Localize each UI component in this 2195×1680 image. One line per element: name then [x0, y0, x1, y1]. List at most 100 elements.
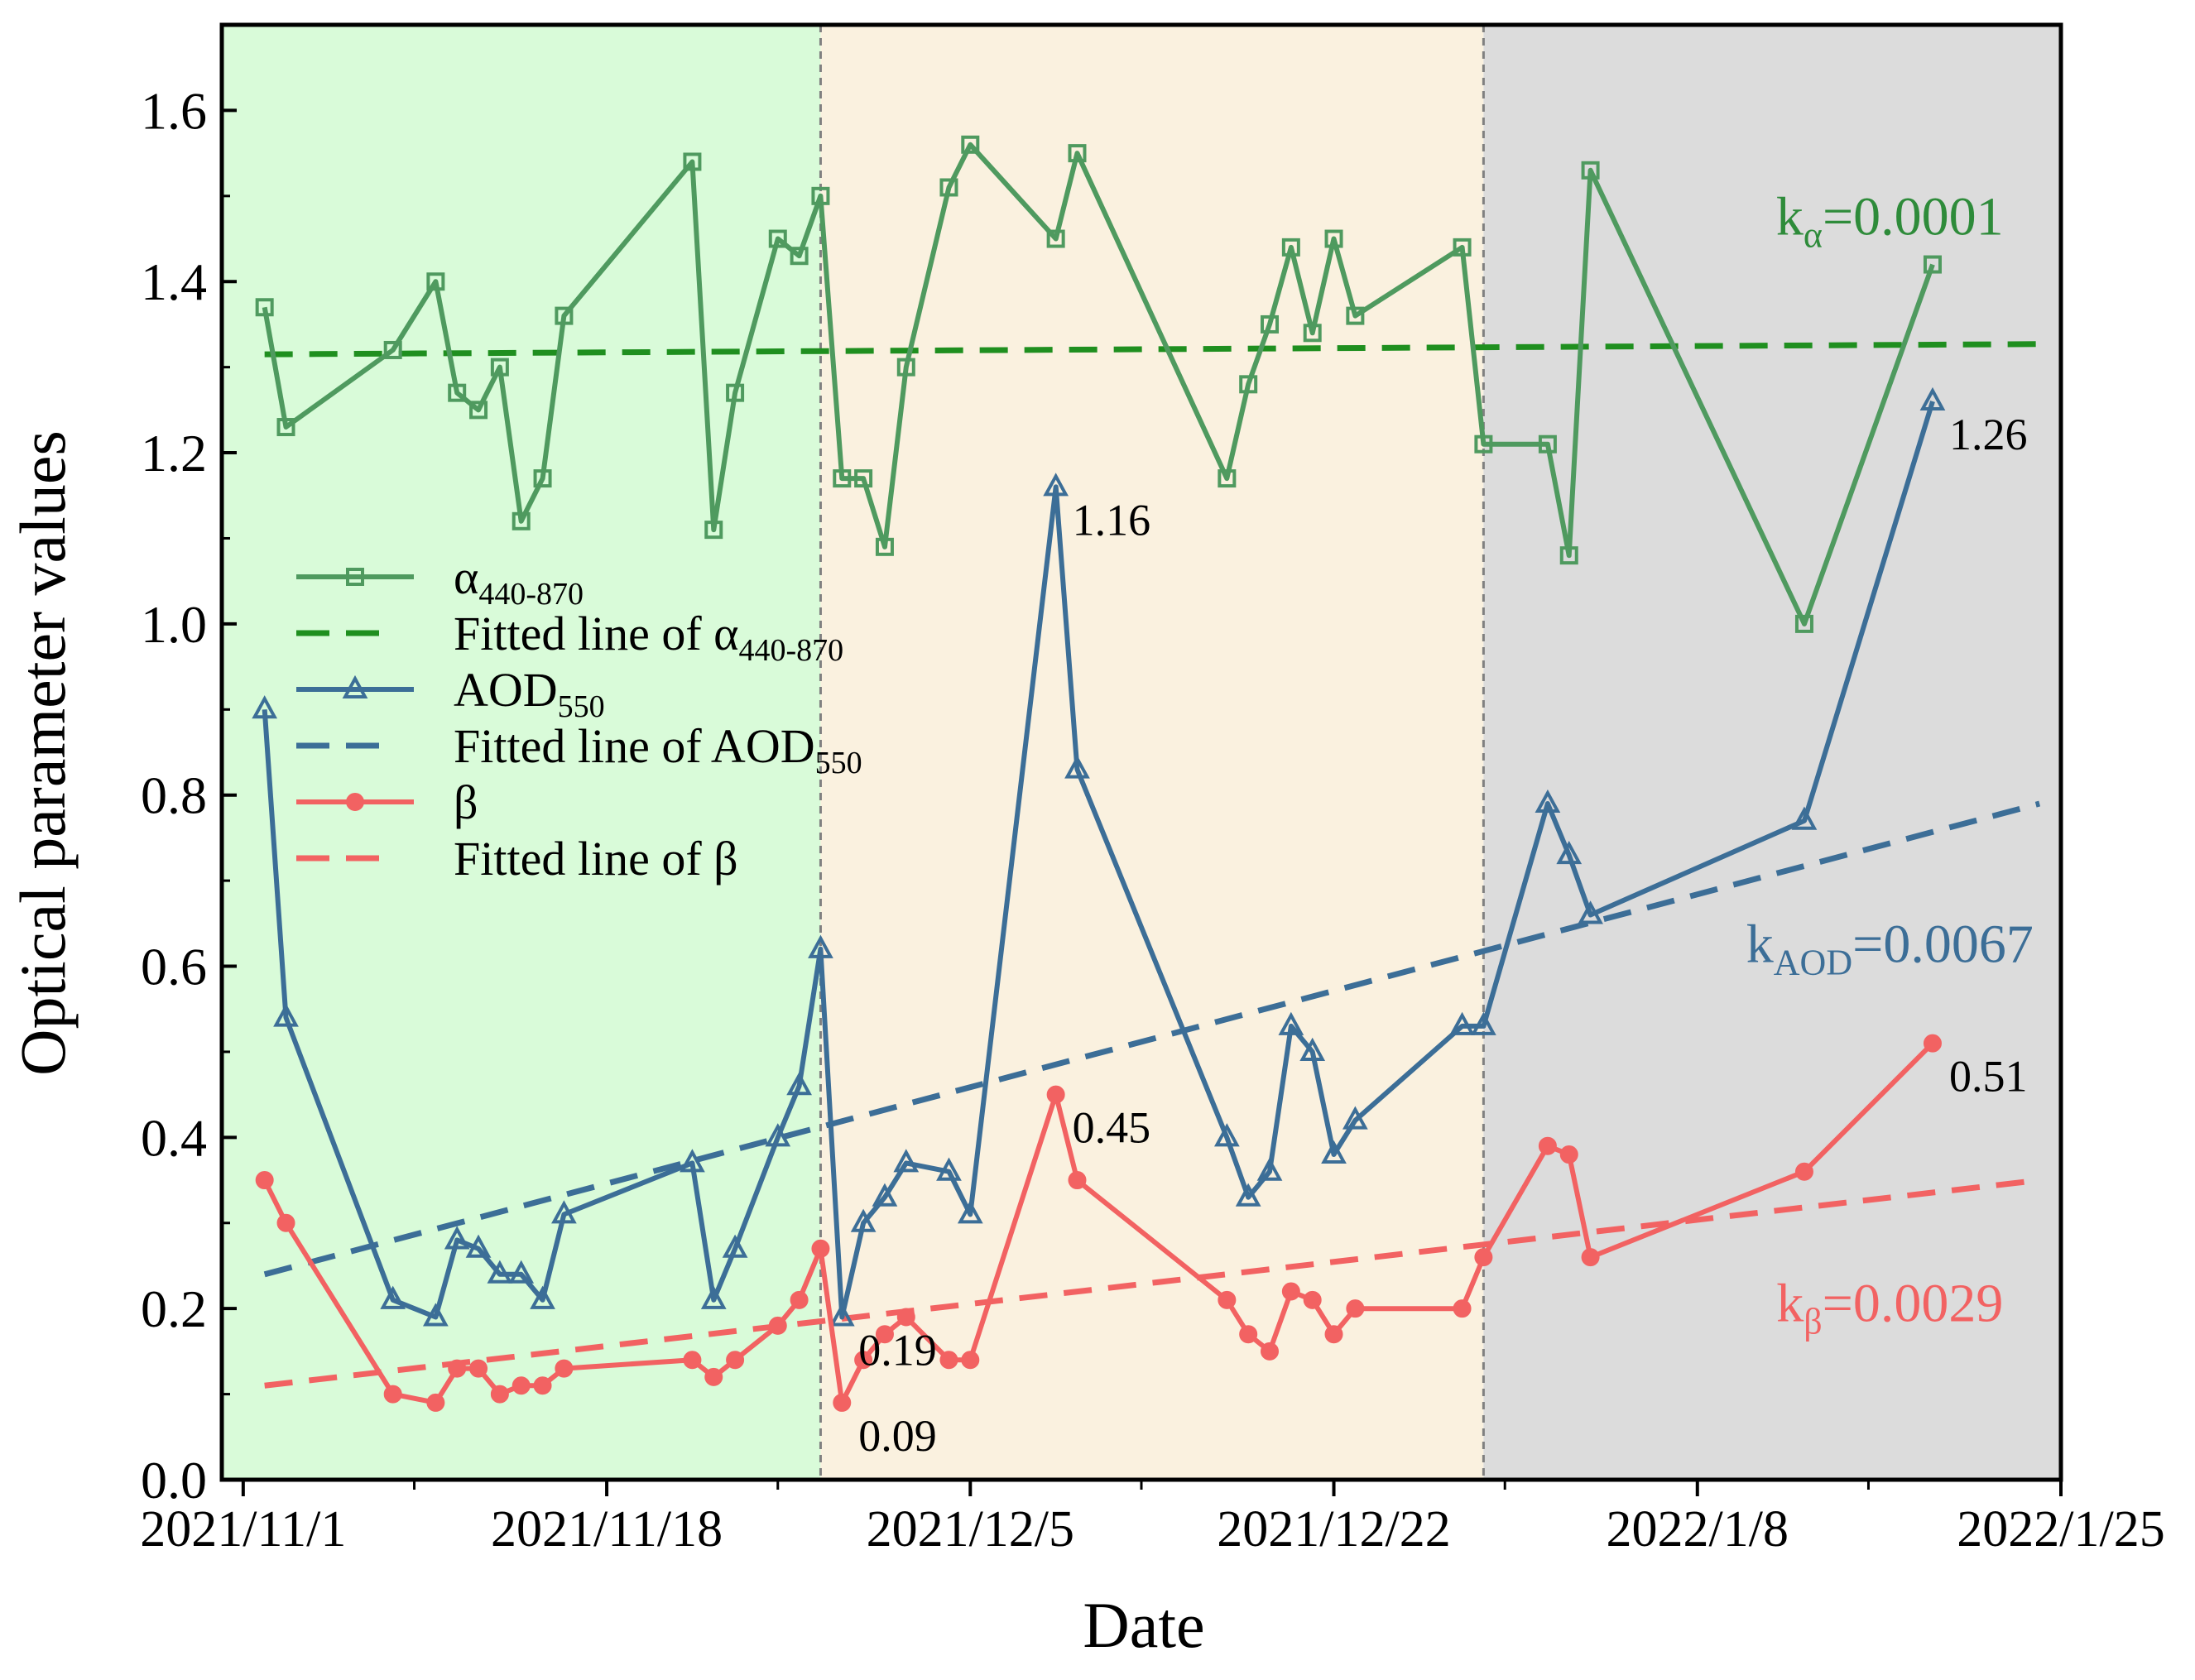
legend-item-5: β	[296, 775, 478, 829]
data-point	[1324, 1325, 1343, 1344]
data-point	[1068, 1171, 1087, 1190]
series-3	[255, 1034, 1942, 1412]
data-point	[1299, 1037, 1326, 1061]
point-labels: 1.16 1.26 0.19 0.45 0.51 0.09	[858, 410, 2027, 1461]
y-tick-label: 1.6	[141, 81, 207, 140]
data-point	[1239, 375, 1258, 394]
legend-label: Fitted line of α440-870	[454, 607, 843, 668]
data-point	[1923, 255, 1942, 274]
data-point	[383, 1385, 402, 1404]
y-tick-label: 0.4	[141, 1108, 207, 1167]
data-point	[854, 469, 873, 488]
data-point	[1581, 1248, 1600, 1267]
data-point	[252, 695, 278, 719]
data-point	[273, 1003, 299, 1027]
data-point	[704, 521, 723, 540]
data-point	[1239, 1325, 1258, 1344]
data-point	[875, 537, 894, 556]
data-point	[683, 152, 702, 171]
data-point	[961, 135, 980, 154]
data-point	[1538, 1136, 1557, 1155]
point-label-2: 1.26	[1949, 410, 2028, 459]
data-point	[1346, 306, 1365, 325]
data-point	[555, 306, 574, 325]
data-point	[512, 511, 531, 530]
slope-annotation-2: kAOD=0.0067	[1746, 914, 2034, 982]
x-tick-label: 2021/11/18	[491, 1501, 723, 1558]
data-point	[255, 298, 274, 317]
data-point	[829, 1303, 855, 1327]
point-label-1: 1.16	[1073, 495, 1151, 545]
y-tick-label: 0.8	[141, 766, 207, 825]
data-point	[1453, 238, 1472, 257]
data-point	[1218, 1290, 1237, 1309]
slope-annotation-1: kα=0.0001	[1776, 186, 2004, 255]
data-point	[1581, 161, 1600, 180]
point-label-3: 0.19	[858, 1326, 937, 1375]
data-point	[255, 1171, 274, 1190]
data-point	[1578, 900, 1603, 924]
data-point	[1556, 840, 1583, 865]
data-point	[833, 1393, 852, 1412]
legend-label: β	[454, 775, 478, 829]
data-point	[1303, 324, 1322, 343]
data-point	[893, 1149, 920, 1173]
legend-item-4: Fitted line of AOD550	[296, 719, 862, 780]
legend-label: α440-870	[454, 550, 584, 612]
data-point	[722, 1234, 748, 1258]
data-point	[961, 1351, 980, 1370]
data-point	[448, 383, 467, 402]
data-point	[939, 178, 958, 197]
data-point	[1278, 1011, 1304, 1035]
data-point	[768, 229, 787, 248]
legend-item-3: AOD550	[296, 663, 605, 724]
y-axis-title: Optical parameter values	[7, 430, 79, 1076]
data-point	[1213, 1123, 1240, 1147]
data-point	[465, 1234, 492, 1258]
data-point	[533, 1376, 552, 1395]
data-point	[1261, 1342, 1280, 1361]
data-point	[683, 1351, 702, 1370]
data-point	[1068, 144, 1087, 163]
data-point	[512, 1376, 531, 1395]
legend-item-1: α440-870	[296, 550, 584, 612]
data-point	[811, 1239, 830, 1258]
legend-item-6: Fitted line of β	[296, 832, 738, 886]
data-point	[383, 340, 402, 359]
data-point	[1453, 1299, 1472, 1318]
data-point	[1321, 1140, 1347, 1164]
data-point	[704, 1367, 723, 1386]
data-point	[1794, 614, 1813, 633]
data-point	[448, 1359, 467, 1378]
data-point	[936, 1157, 962, 1181]
data-point	[1235, 1183, 1261, 1207]
x-tick-label: 2021/11/1	[140, 1501, 346, 1558]
data-point	[426, 1393, 445, 1412]
data-point	[1346, 1299, 1365, 1318]
data-point	[1281, 1282, 1300, 1301]
legend-label: Fitted line of AOD550	[454, 719, 862, 780]
data-point	[533, 469, 552, 488]
y-tick-label: 0.6	[141, 938, 207, 996]
data-point	[1046, 1085, 1065, 1104]
y-tick-label: 1.2	[141, 424, 207, 482]
data-point	[1046, 229, 1065, 248]
y-tick-label: 0.0	[141, 1451, 207, 1510]
point-label-6: 0.09	[858, 1411, 937, 1461]
data-point	[426, 272, 445, 291]
period-background-3	[1483, 25, 2061, 1480]
x-tick-label: 2021/12/22	[1217, 1501, 1450, 1558]
data-point	[896, 358, 915, 377]
legend-label: AOD550	[454, 663, 605, 724]
legend-marker	[342, 674, 368, 698]
data-point	[700, 1285, 727, 1309]
data-point	[1218, 469, 1237, 488]
data-point	[490, 358, 509, 377]
data-point	[469, 401, 488, 420]
data-point	[768, 1316, 787, 1335]
data-point	[1919, 386, 1946, 411]
data-point	[276, 1213, 295, 1232]
legend-label: Fitted line of β	[454, 832, 738, 886]
